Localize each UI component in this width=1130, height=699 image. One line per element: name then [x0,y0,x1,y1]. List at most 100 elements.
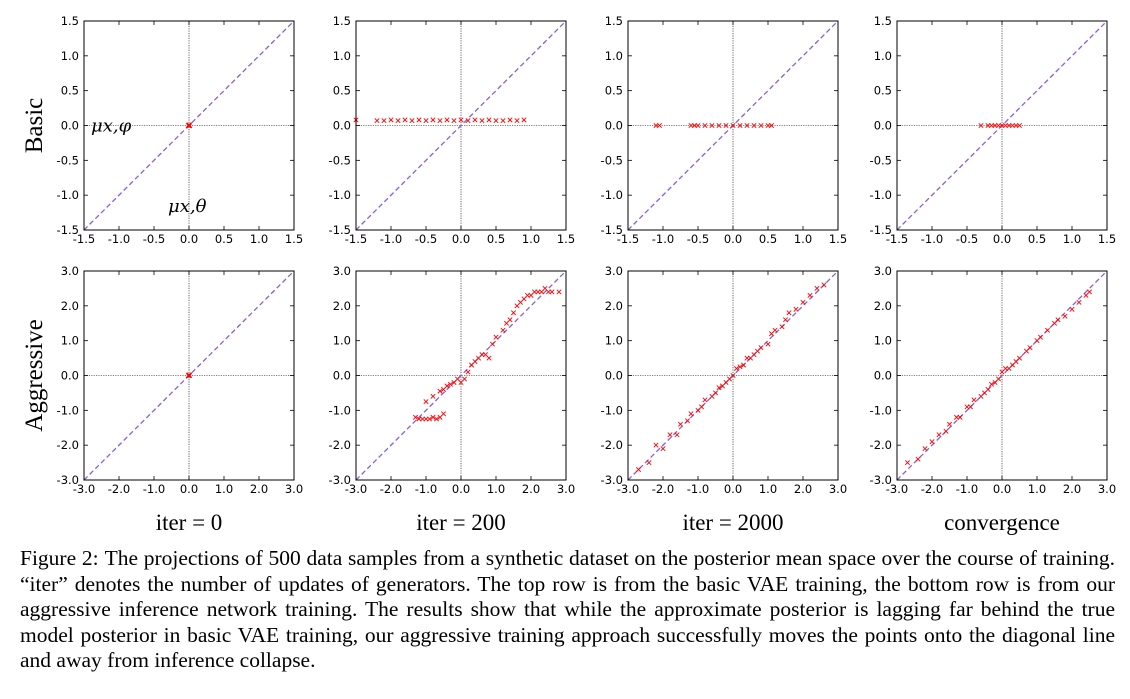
x-tick-label: 1.0 [794,232,812,246]
x-tick-label: -1.0 [380,232,402,246]
x-tick-label: -1.5 [886,232,908,246]
x-tick-label: -3.0 [73,482,95,496]
data-point [702,397,708,403]
y-tick-label: 1.0 [874,334,892,348]
diagonal-line [896,270,1108,481]
x-tick-label: 0.0 [180,232,198,246]
data-point [698,404,705,410]
data-point [412,414,419,420]
data-point [423,399,429,405]
x-tick-label: 1.5 [285,232,303,246]
x-tick-label: -0.5 [687,232,709,246]
x-tick-label: -1.5 [73,232,95,246]
data-point [758,122,764,129]
data-point [660,446,666,452]
y-tick-label: 1.0 [61,334,79,348]
data-point [493,118,499,124]
data-point [814,285,820,291]
data-point [1037,334,1044,340]
chart-panel-aggressive-1: -3.0 -2.0 -1.0 0.0 1.0 2.0 3.0 -3.0 -2.0 -1.0 0.0 1… [57,264,304,496]
y-tick-label: -1.0 [57,188,79,202]
data-point [723,122,729,129]
y-tick-label: -2.0 [329,438,351,452]
x-tick-label: -0.5 [415,232,437,246]
data-point [444,117,450,123]
data-point [1069,306,1075,312]
x-tick-label: 3.0 [557,482,575,496]
data-point [402,117,408,123]
y-tick-label: -1.0 [329,188,351,202]
data-point [733,366,740,372]
y-tick-label: 2.0 [874,299,892,313]
y-tick-label: 0.0 [61,369,79,383]
x-tick-label: 0.5 [1028,232,1046,246]
x-tick-label: -3.0 [345,482,367,496]
column-label-4: convergence [944,510,1060,535]
chart-panel-aggressive-2: -3.0 -2.0 -1.0 0.0 1.0 2.0 3.0 -3.0 -2.0 -1.0 0.0 1… [329,264,576,496]
y-tick-label: 3.0 [605,264,623,278]
x-tick-label: -2.0 [108,482,130,496]
x-tick-label: 3.0 [285,482,303,496]
data-point [995,376,1002,382]
data-point [821,282,827,288]
y-tick-label: 1.0 [605,49,623,63]
y-tick-label: 3.0 [874,264,892,278]
data-point [489,341,496,347]
x-axis-symbol: μx,θ [168,196,207,217]
data-point [430,117,436,123]
data-point [807,292,813,298]
x-tick-label: -1.5 [345,232,367,246]
diagonal-line [355,270,567,481]
y-tick-label: 1.0 [61,49,79,63]
data-point [635,467,642,473]
x-tick-label: -3.0 [886,482,908,496]
x-tick-label: 1.5 [557,232,575,246]
chart-panel-basic-3: -1.5 -1.0 -0.5 0.0 0.5 1.0 1.5 -1.5 -1.0 -0.5 0.0 0… [601,14,848,246]
data-point [677,421,684,427]
data-point [507,117,513,123]
y-tick-label: 0.5 [61,84,79,98]
y-tick-label: -3.0 [57,473,79,487]
data-point [946,421,953,427]
x-tick-label: 1.0 [250,232,268,246]
y-axis-symbol: μx,φ [91,116,132,137]
x-tick-label: 0.0 [993,482,1011,496]
x-tick-label: -1.0 [652,232,674,246]
y-tick-label: -1.5 [57,223,79,237]
data-point [440,411,447,417]
y-tick-label: -0.5 [57,153,79,167]
x-tick-label: 0.5 [487,232,505,246]
x-tick-label: 1.0 [759,482,777,496]
data-point [758,345,764,351]
data-point [695,122,701,129]
x-tick-label: -1.0 [687,482,709,496]
y-tick-label: 1.5 [333,14,351,28]
y-tick-label: -1.0 [601,403,623,417]
data-point [507,317,513,323]
data-point [737,364,743,370]
y-tick-label: -1.5 [329,223,351,237]
data-point [716,122,722,129]
x-tick-label: -2.0 [380,482,402,496]
data-point [1044,327,1051,333]
y-tick-label: -1.5 [870,223,892,237]
x-tick-label: -1.0 [956,482,978,496]
data-point [765,341,771,347]
y-tick-label: 0.0 [605,119,623,133]
data-point [409,118,415,124]
x-tick-label: 0.0 [452,482,470,496]
y-tick-label: 3.0 [333,264,351,278]
figure-caption: Figure 2: The projections of 500 data sam… [20,546,1115,674]
data-point [751,122,757,129]
x-tick-label: 1.0 [215,482,233,496]
y-tick-label: -1.0 [329,403,351,417]
data-point [772,327,778,333]
data-point [514,118,520,124]
data-point [740,362,747,368]
x-tick-label: 0.0 [180,482,198,496]
data-point [800,299,806,305]
data-point [744,122,750,129]
y-tick-label: -3.0 [601,473,623,487]
data-point [186,122,192,128]
data-point [985,386,991,392]
